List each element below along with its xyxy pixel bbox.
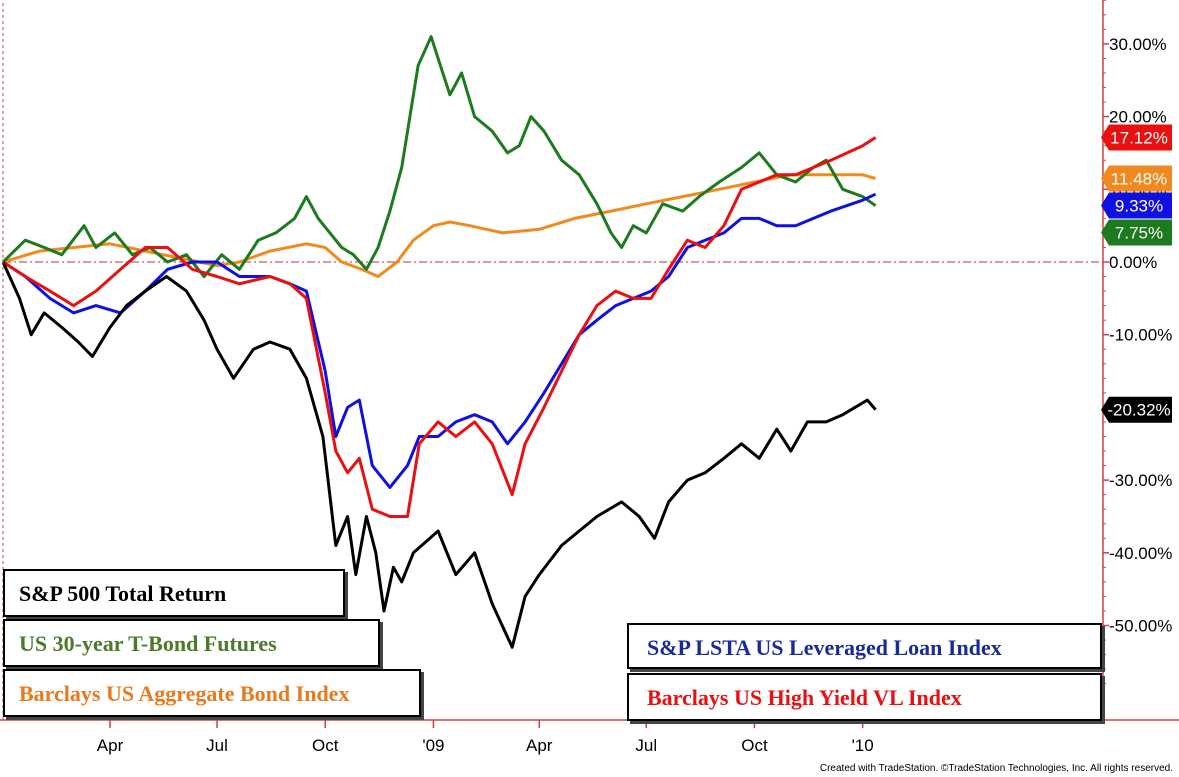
series-line-s-p-lsta-us-leveraged-loan-index bbox=[2, 192, 877, 489]
end-flag-barclays-us-high-yield-vl-index bbox=[1101, 124, 1172, 151]
y-tick-label: -50.00% bbox=[1109, 617, 1172, 636]
x-tick-label: '09 bbox=[422, 736, 444, 755]
y-tick-label: 30.00% bbox=[1109, 35, 1167, 54]
end-value-label-us-30-year-t-bond-futures: 7.75% bbox=[1115, 224, 1163, 243]
end-value-label-barclays-us-high-yield-vl-index: 17.12% bbox=[1110, 129, 1168, 148]
y-tick-label: 20.00% bbox=[1109, 108, 1167, 127]
legend-label-aggregate: Barclays US Aggregate Bond Index bbox=[19, 681, 350, 706]
series-line-barclays-us-high-yield-vl-index bbox=[2, 136, 877, 518]
legend-item-tbond: US 30-year T-Bond Futures bbox=[3, 619, 380, 667]
end-flag-s-p-lsta-us-leveraged-loan-index bbox=[1101, 192, 1172, 219]
x-tick-label: Jul bbox=[635, 736, 657, 755]
legend-label-tbond: US 30-year T-Bond Futures bbox=[19, 631, 277, 656]
x-tick-label: Apr bbox=[97, 736, 124, 755]
y-tick-label: 0.00% bbox=[1109, 253, 1157, 272]
end-value-label-barclays-us-aggregate-bond-index: 11.48% bbox=[1111, 170, 1167, 189]
x-tick-label: Jul bbox=[206, 736, 228, 755]
legend-item-aggregate: Barclays US Aggregate Bond Index bbox=[3, 669, 421, 717]
x-tick-label: Oct bbox=[312, 736, 339, 755]
series-line-s-p-500-total-return bbox=[1, 261, 877, 649]
series-line-us-30-year-t-bond-futures bbox=[1, 35, 877, 278]
series-line-barclays-us-aggregate-bond-index bbox=[2, 173, 877, 278]
legend-item-leveraged-loan: S&P LSTA US Leveraged Loan Index bbox=[627, 623, 1102, 669]
y-tick-label: -30.00% bbox=[1109, 471, 1172, 490]
end-flag-barclays-us-aggregate-bond-index bbox=[1101, 165, 1172, 192]
y-tick-label: -10.00% bbox=[1109, 326, 1172, 345]
legend-item-sp500: S&P 500 Total Return bbox=[3, 569, 345, 617]
y-tick-label: -40.00% bbox=[1109, 544, 1172, 563]
legend-label-high-yield: Barclays US High Yield VL Index bbox=[647, 685, 962, 710]
x-tick-label: Oct bbox=[741, 736, 768, 755]
end-value-label-s-p-lsta-us-leveraged-loan-index: 9.33% bbox=[1115, 197, 1163, 216]
legend-label-leveraged-loan: S&P LSTA US Leveraged Loan Index bbox=[647, 635, 1002, 660]
legend-item-high-yield: Barclays US High Yield VL Index bbox=[627, 673, 1102, 721]
plot-area bbox=[1, 35, 1103, 649]
end-flag-s-p-500-total-return bbox=[1101, 396, 1172, 423]
credit-text: Created with TradeStation. ©TradeStation… bbox=[819, 763, 1173, 774]
legend-label-sp500: S&P 500 Total Return bbox=[19, 581, 227, 606]
end-value-label-s-p-500-total-return: -20.32% bbox=[1107, 401, 1170, 420]
x-tick-label: '10 bbox=[852, 736, 874, 755]
x-tick-label: Apr bbox=[526, 736, 553, 755]
end-labels: 17.12% 11.48% 9.33% 7.75% -20.32% bbox=[1101, 124, 1172, 423]
end-flag-us-30-year-t-bond-futures bbox=[1101, 219, 1172, 246]
